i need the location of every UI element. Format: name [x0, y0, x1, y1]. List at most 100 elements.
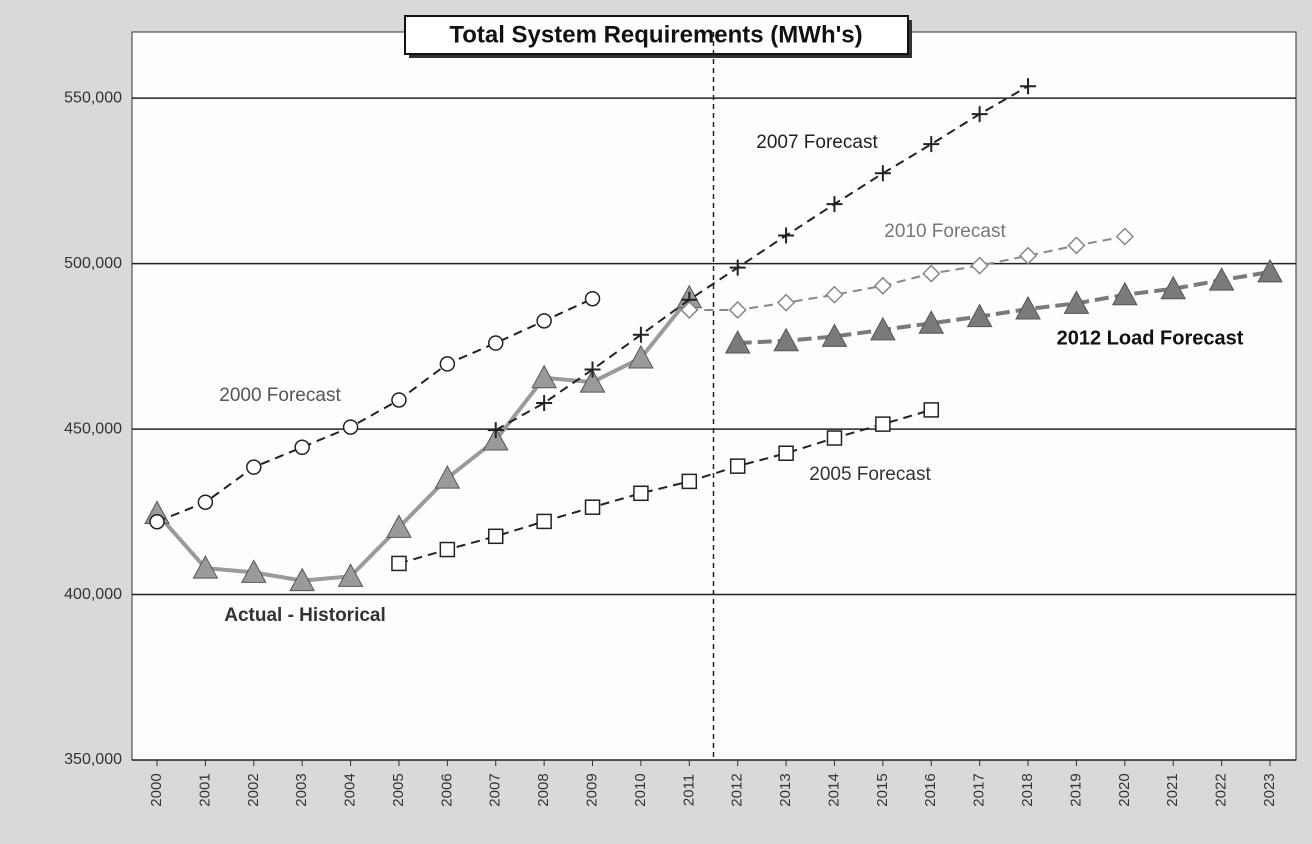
marker [826, 430, 843, 446]
series-line [689, 235, 1126, 311]
marker [584, 499, 601, 515]
y-tick-label: 400,000 [64, 586, 122, 603]
x-tick-label: 2009 [583, 773, 600, 806]
marker [342, 419, 359, 435]
marker [923, 402, 940, 418]
marker [821, 323, 848, 347]
marker [826, 196, 843, 213]
series-line [737, 269, 1271, 346]
x-tick-label: 2001 [196, 773, 213, 806]
series-label: 2010 Forecast [884, 221, 1006, 242]
y-tick-label: 550,000 [64, 89, 122, 106]
marker [197, 494, 214, 510]
marker [918, 310, 945, 334]
marker [1111, 281, 1138, 306]
x-tick-label: 2020 [1116, 773, 1133, 806]
marker [971, 106, 988, 123]
marker [773, 327, 799, 352]
marker [966, 303, 993, 328]
x-tick-label: 2014 [825, 773, 842, 806]
marker [487, 422, 504, 439]
marker [1015, 295, 1041, 320]
marker [487, 335, 504, 351]
x-tick-label: 2017 [971, 773, 988, 806]
marker [289, 567, 316, 592]
marker [1067, 236, 1086, 255]
marker [391, 555, 407, 572]
x-tick-label: 2011 [680, 774, 697, 806]
series-line [495, 85, 1029, 431]
marker [391, 392, 407, 408]
marker [970, 256, 989, 275]
marker [439, 541, 456, 558]
marker [1020, 78, 1037, 95]
series-label: Actual - Historical [224, 605, 386, 626]
x-tick-label: 2006 [438, 773, 455, 806]
x-tick-label: 2008 [535, 773, 552, 806]
x-tick-label: 2018 [1019, 773, 1036, 806]
x-tick-label: 2019 [1067, 773, 1084, 806]
marker [294, 439, 310, 456]
series-label: 2007 Forecast [756, 132, 878, 153]
x-tick-label: 2007 [487, 773, 504, 806]
series-line [398, 408, 932, 565]
marker [873, 276, 892, 295]
x-tick-label: 2010 [632, 773, 649, 806]
marker [240, 559, 267, 583]
marker [825, 285, 844, 304]
marker [584, 290, 601, 307]
marker [632, 326, 649, 343]
series-label: 2012 Load Forecast [1057, 327, 1244, 349]
marker [870, 316, 896, 341]
marker [337, 563, 364, 587]
marker [439, 356, 456, 372]
marker [1257, 258, 1283, 283]
x-tick-label: 2022 [1213, 773, 1230, 806]
x-tick-label: 2021 [1164, 773, 1181, 806]
y-tick-label: 500,000 [64, 255, 122, 272]
series-label: 2000 Forecast [219, 385, 341, 406]
x-tick-label: 2013 [777, 773, 794, 806]
marker [724, 330, 751, 354]
marker [1063, 290, 1090, 314]
marker [681, 473, 698, 490]
x-tick-label: 2002 [245, 773, 262, 806]
y-tick-label: 350,000 [64, 751, 122, 768]
marker [536, 513, 552, 530]
series-line [155, 296, 691, 583]
marker [487, 528, 504, 545]
marker [728, 300, 747, 320]
marker [536, 313, 552, 329]
marker [633, 485, 649, 502]
marker [584, 361, 601, 378]
marker [729, 259, 746, 276]
marker [482, 426, 509, 451]
marker [386, 514, 412, 538]
marker [778, 227, 795, 244]
marker [149, 513, 165, 530]
marker [875, 416, 891, 432]
marker [246, 459, 262, 475]
marker [778, 445, 794, 461]
marker [777, 293, 796, 312]
title-box [404, 15, 909, 55]
marker [1018, 246, 1038, 265]
x-tick-label: 2000 [148, 773, 165, 806]
series-label: 2005 Forecast [809, 464, 931, 485]
x-tick-label: 2016 [922, 773, 939, 806]
marker [628, 344, 654, 369]
x-tick-label: 2023 [1261, 773, 1278, 806]
x-tick-label: 2005 [390, 773, 407, 806]
marker [1208, 267, 1235, 291]
x-tick-label: 2004 [342, 773, 359, 806]
series-line [156, 297, 593, 523]
chart-title: Total System Requirements (MWh's) [449, 21, 862, 48]
y-tick-label: 450,000 [64, 420, 122, 437]
marker [536, 394, 553, 411]
marker [1160, 275, 1187, 300]
marker [579, 369, 606, 393]
marker [680, 300, 699, 320]
marker [922, 264, 941, 283]
marker [531, 364, 557, 389]
